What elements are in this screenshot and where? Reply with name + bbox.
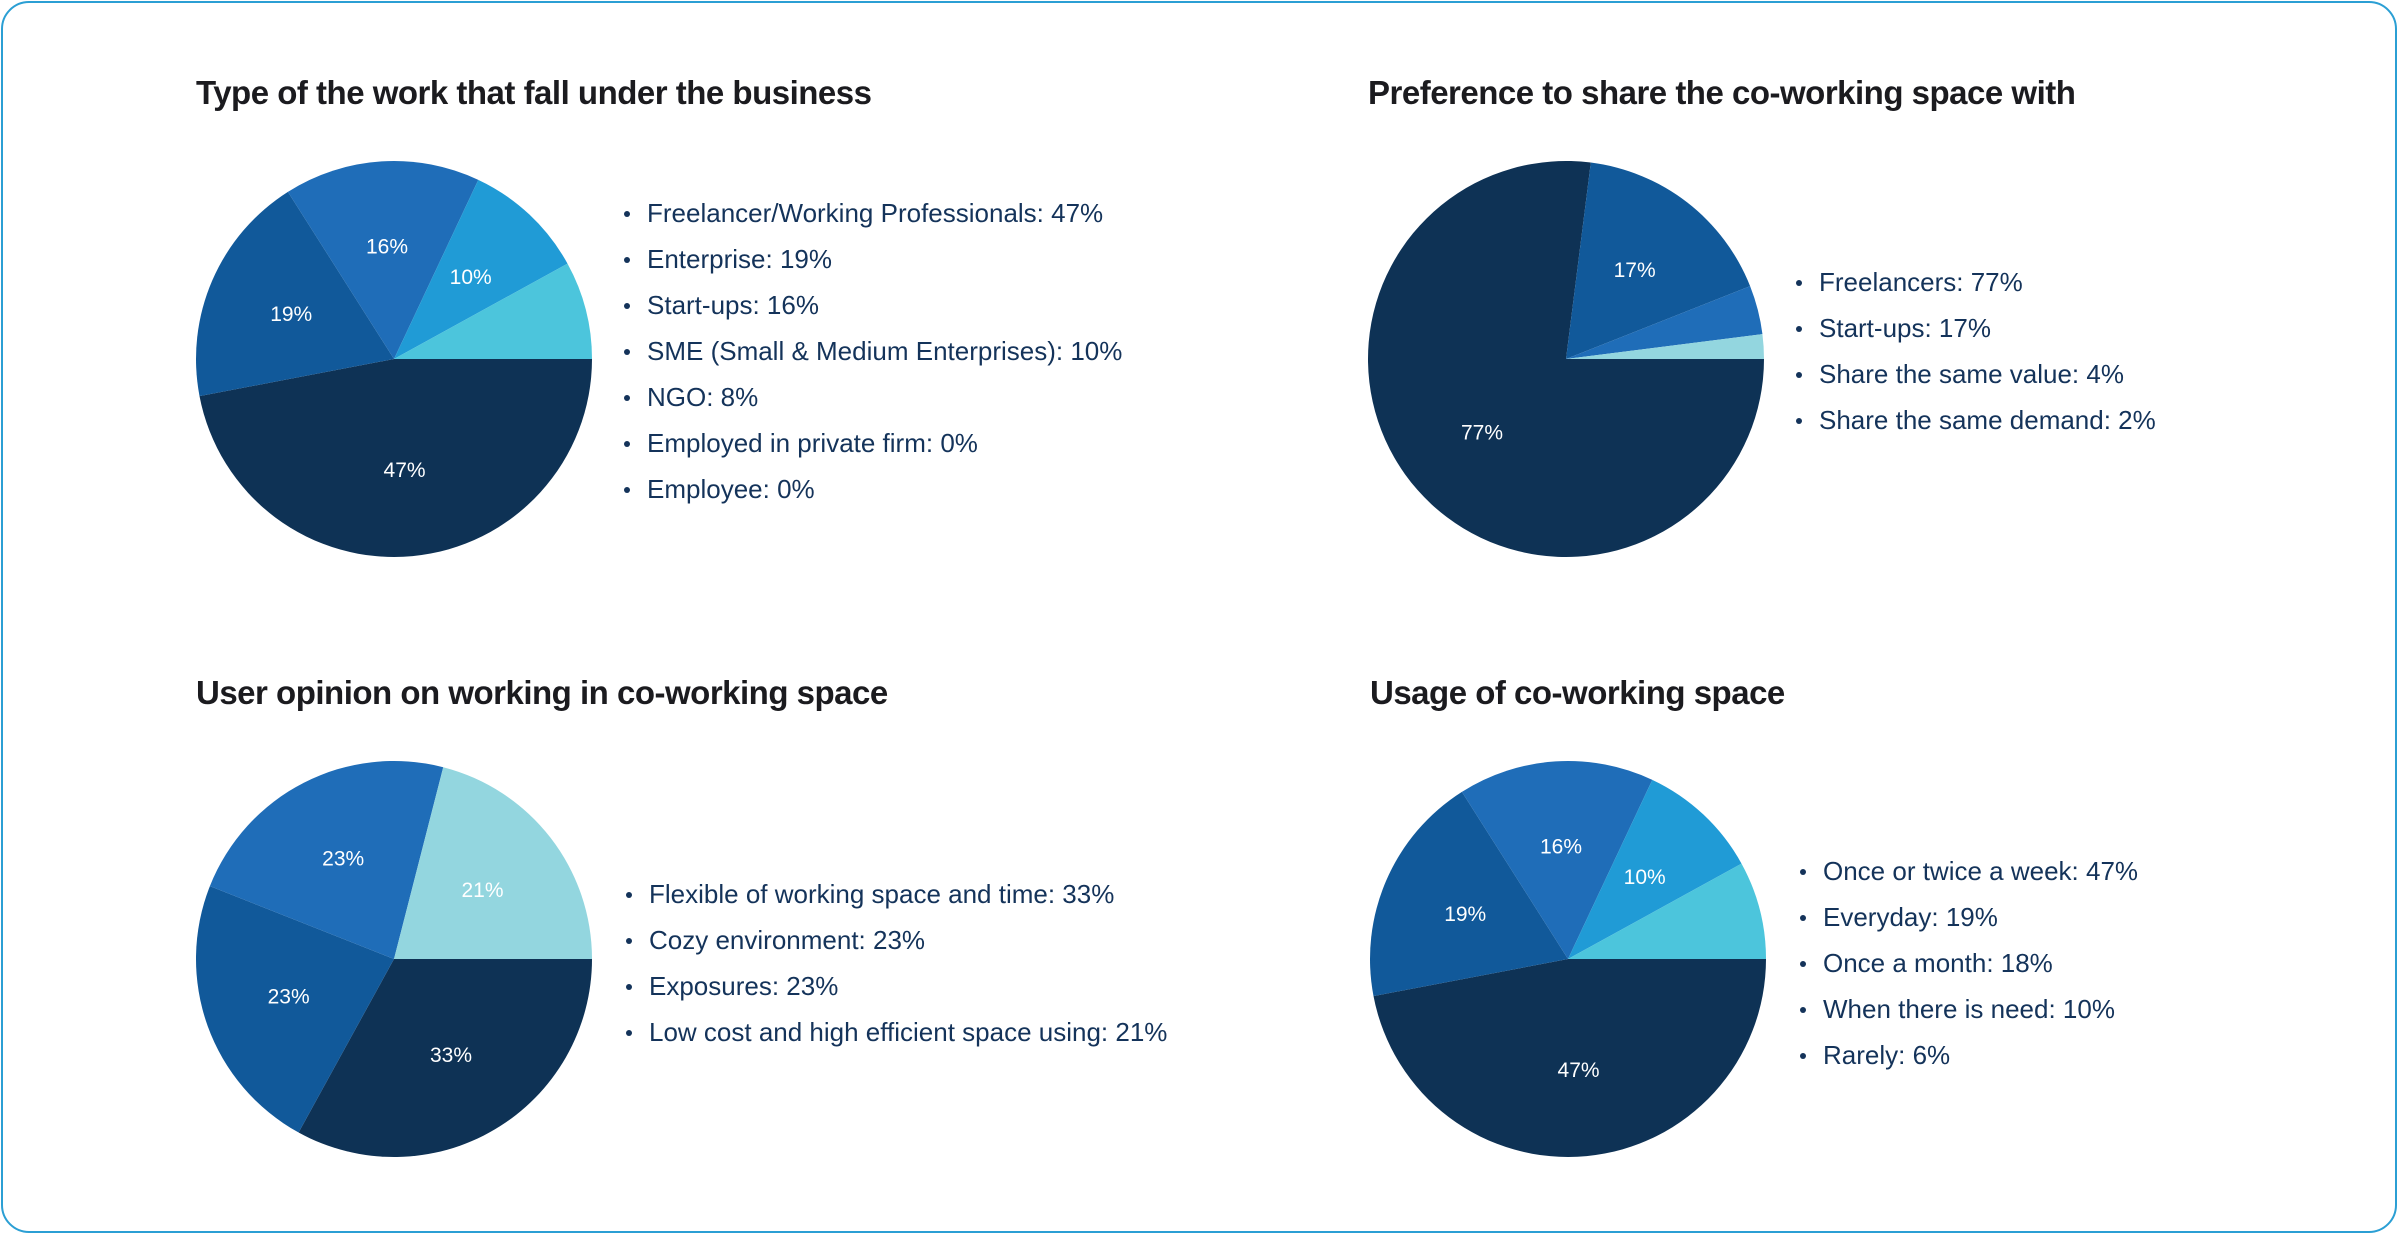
pie-slice <box>1368 160 1764 557</box>
pie-slice <box>195 886 394 1133</box>
slice-label: 16% <box>1540 836 1582 859</box>
pie-chart-user-opinion: 33% 23% 23% 21% <box>195 760 593 1158</box>
legend: Flexible of working space and time: 33% … <box>626 871 1167 1055</box>
legend-item: SME (Small & Medium Enterprises): 10% <box>624 328 1122 374</box>
legend-item: Once or twice a week: 47% <box>1800 848 2138 894</box>
slice-label: 10% <box>450 266 492 289</box>
legend-item: Enterprise: 19% <box>624 236 1122 282</box>
pie-chart-share-preference: 77% 17% <box>1368 160 1764 557</box>
pie-slice <box>1568 779 1742 959</box>
legend: Freelancer/Working Professionals: 47% En… <box>624 190 1122 512</box>
legend: Once or twice a week: 47% Everyday: 19% … <box>1800 848 2138 1078</box>
pie-slice <box>394 179 568 359</box>
pie-slice <box>298 959 593 1158</box>
chart-title: Usage of co-working space <box>1370 674 1785 711</box>
pie-chart-usage: 47% 19% 16% 10% <box>1370 760 1766 1157</box>
pie-slice <box>1568 863 1766 959</box>
slice-label: 33% <box>430 1044 472 1067</box>
legend-item: Once a month: 18% <box>1800 940 2138 986</box>
slice-label: 17% <box>1614 259 1656 282</box>
chart-title: User opinion on working in co-working sp… <box>196 674 888 711</box>
legend-item: Flexible of working space and time: 33% <box>626 871 1167 917</box>
slice-label: 47% <box>1558 1059 1600 1082</box>
pie-slice <box>1370 791 1568 997</box>
pie-slice <box>394 263 592 359</box>
slice-label: 23% <box>322 848 364 871</box>
slice-label: 19% <box>270 303 312 326</box>
slice-label: 19% <box>1444 903 1486 926</box>
chart-panel-usage: Usage of co-working space 47% 19% 16% 10% O… <box>1200 618 2400 1236</box>
legend-item: Cozy environment: 23% <box>626 917 1167 963</box>
legend-item: Freelancer/Working Professionals: 47% <box>624 190 1122 236</box>
pie-slice <box>1566 334 1764 359</box>
legend-item: NGO: 8% <box>624 374 1122 420</box>
legend: Freelancers: 77% Start-ups: 17% Share th… <box>1796 259 2156 443</box>
legend-item: Start-ups: 16% <box>624 282 1122 328</box>
legend-item: Everyday: 19% <box>1800 894 2138 940</box>
legend-item: Freelancers: 77% <box>1796 259 2156 305</box>
slice-label: 21% <box>461 879 503 902</box>
pie-slice <box>199 359 592 557</box>
pie-chart-work-type: 47% 19% 16% 10% <box>196 160 592 557</box>
slice-label: 77% <box>1461 422 1503 445</box>
legend-item: Share the same demand: 2% <box>1796 397 2156 443</box>
pie-slice <box>1461 760 1653 959</box>
slice-label: 47% <box>384 459 426 482</box>
pie-slice <box>1566 286 1763 359</box>
pie-slice <box>394 767 592 959</box>
chart-panel-user-opinion: User opinion on working in co-working sp… <box>0 618 1200 1236</box>
legend-item: Employed in private firm: 0% <box>624 420 1122 466</box>
pie-slice <box>1373 959 1766 1157</box>
legend-item: Employee: 0% <box>624 466 1122 512</box>
slice-label: 23% <box>268 985 310 1008</box>
legend-item: Rarely: 6% <box>1800 1032 2138 1078</box>
chart-title: Preference to share the co-working space… <box>1368 74 2076 111</box>
chart-panel-work-type: Type of the work that fall under the bus… <box>0 0 1200 618</box>
legend-item: When there is need: 10% <box>1800 986 2138 1032</box>
legend-item: Exposures: 23% <box>626 963 1167 1009</box>
legend-item: Share the same value: 4% <box>1796 351 2156 397</box>
chart-panel-share-preference: Preference to share the co-working space… <box>1200 0 2400 618</box>
pie-slice <box>287 160 479 359</box>
legend-item: Low cost and high efficient space using:… <box>626 1009 1167 1055</box>
slice-label: 10% <box>1624 866 1666 889</box>
slice-label: 16% <box>366 236 408 259</box>
pie-slice <box>1566 162 1751 359</box>
pie-slice <box>196 191 394 397</box>
legend-item: Start-ups: 17% <box>1796 305 2156 351</box>
pie-slice <box>209 760 444 959</box>
chart-title: Type of the work that fall under the bus… <box>196 74 872 111</box>
